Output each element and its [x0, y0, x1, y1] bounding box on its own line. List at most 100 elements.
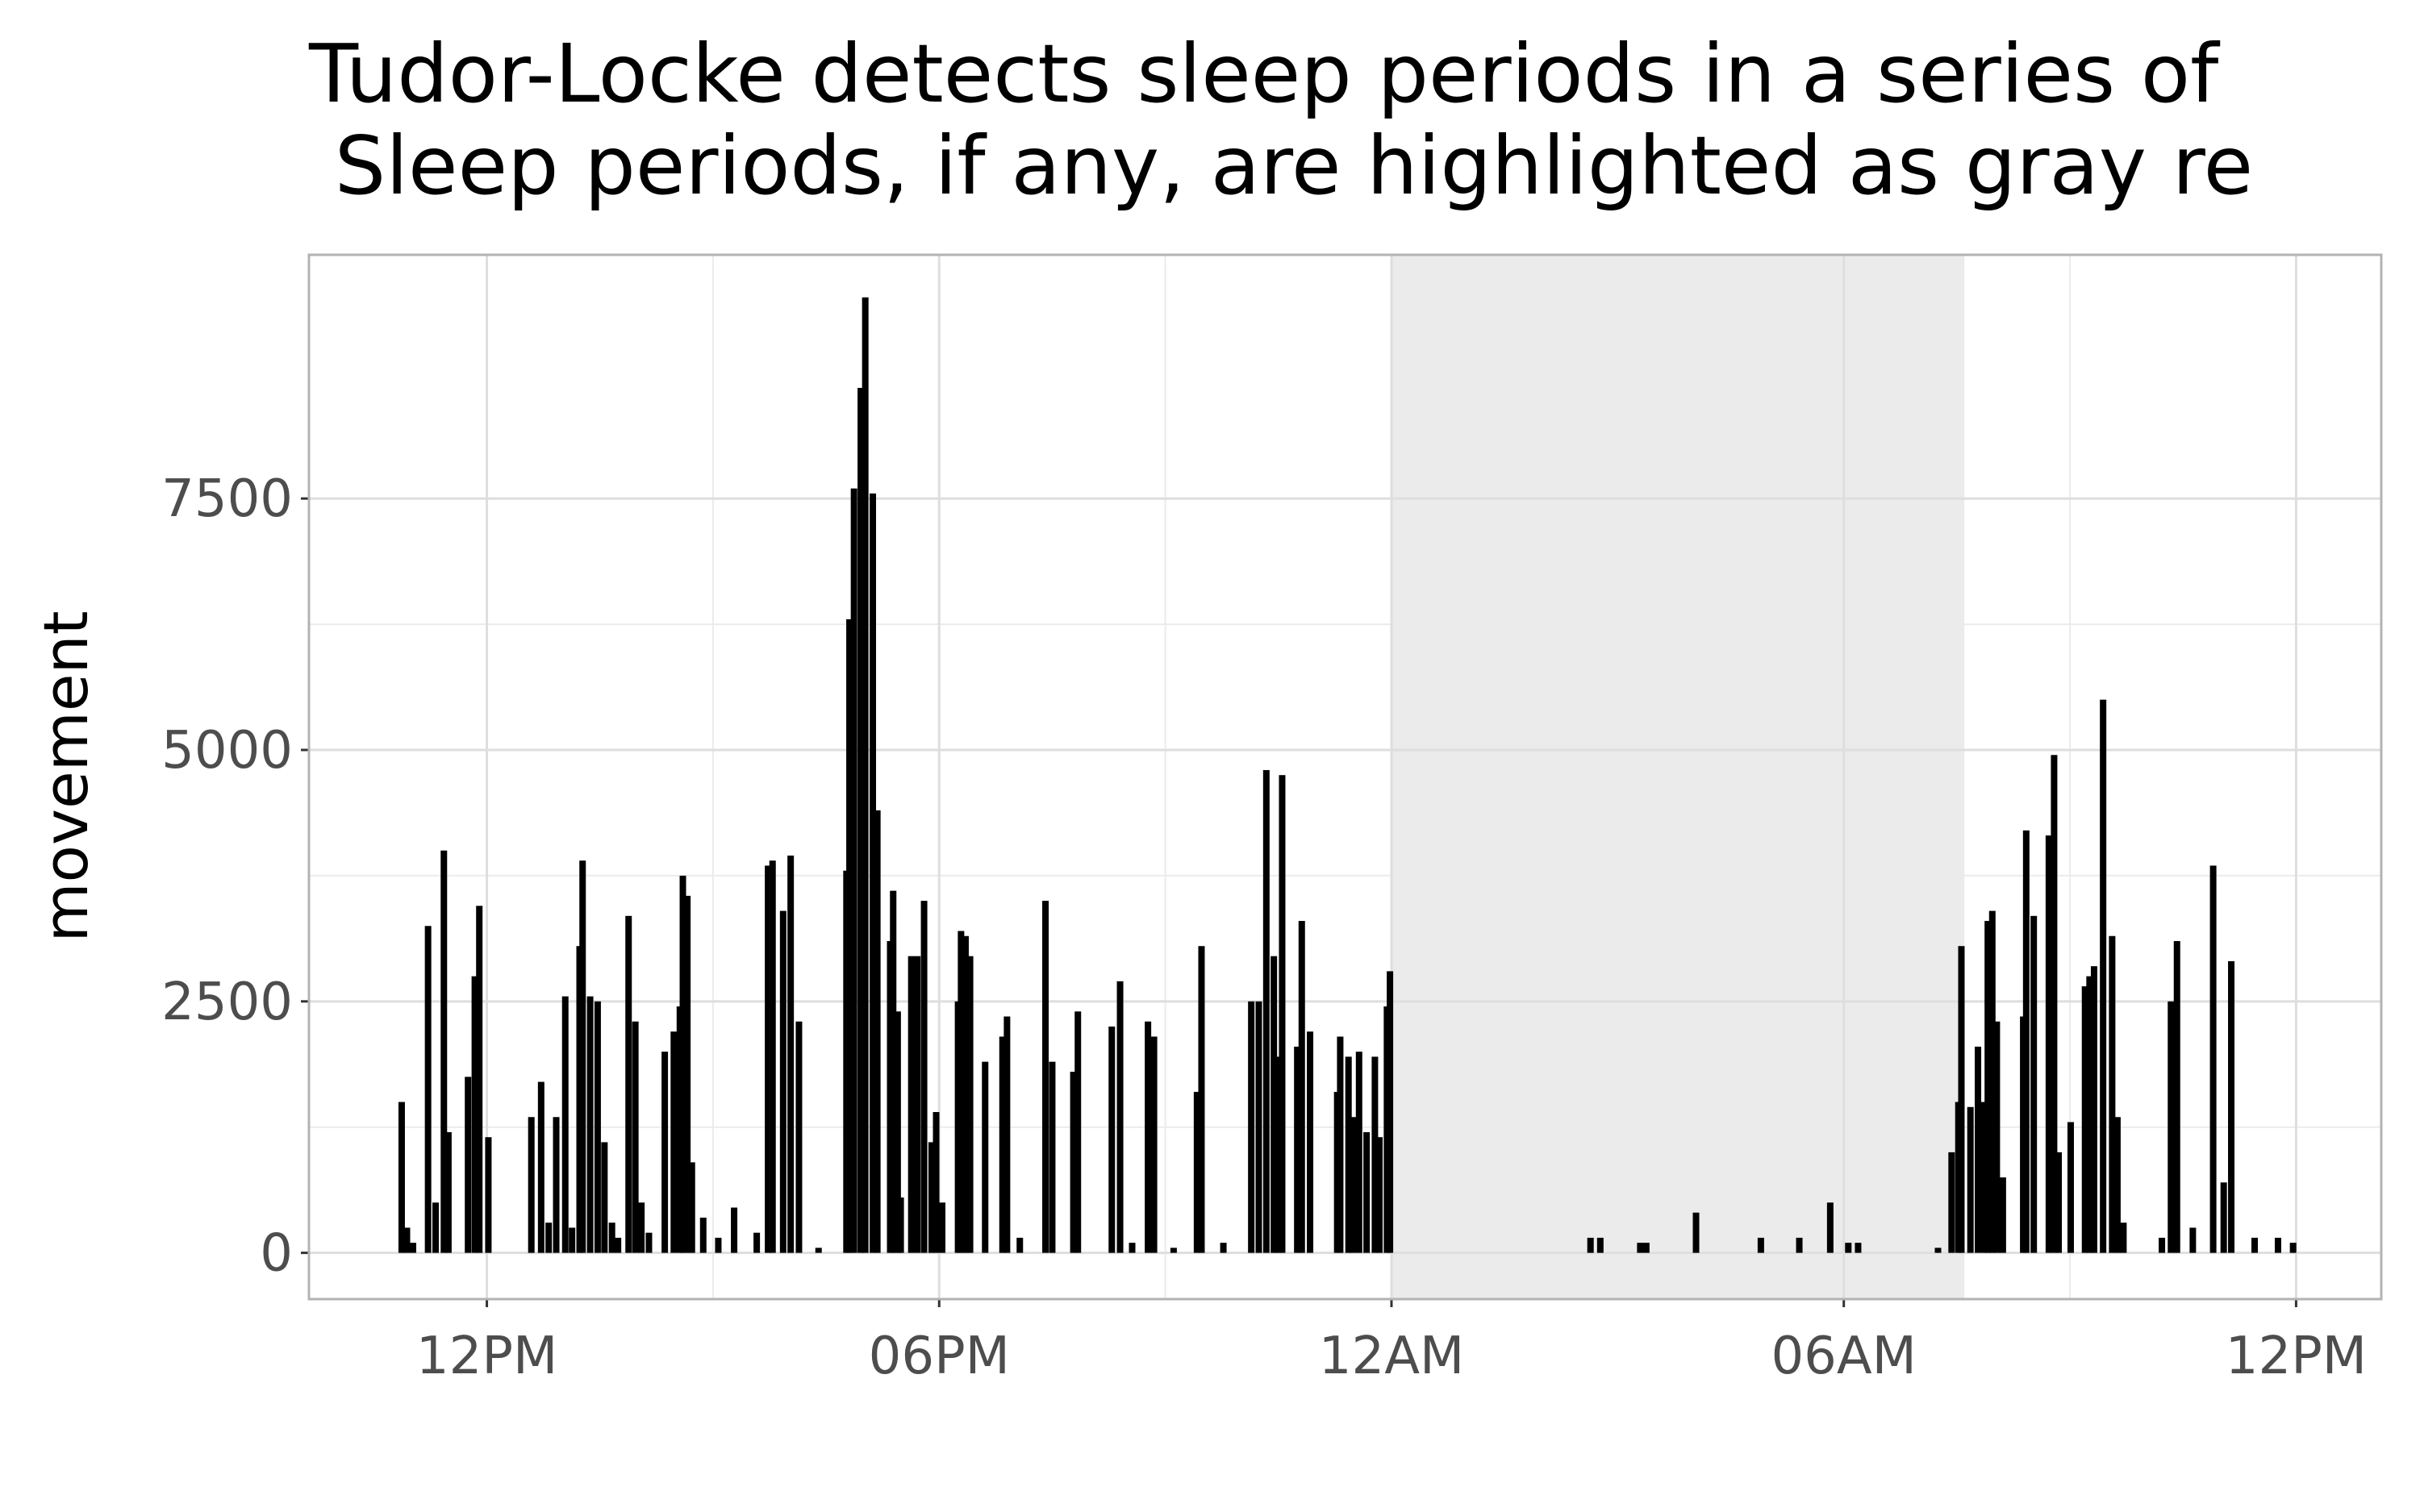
bar [485, 1137, 492, 1253]
bar [2274, 1237, 2281, 1253]
bar [779, 910, 786, 1253]
bar [769, 860, 776, 1253]
bar [1993, 1021, 2001, 1253]
bar [1371, 1056, 1379, 1253]
x-tick-label: 12AM [1319, 1327, 1464, 1386]
y-tick-label: 5000 [161, 721, 293, 781]
bar [1637, 1243, 1644, 1253]
bar [2081, 986, 2088, 1253]
bar [2120, 1223, 2127, 1253]
bar [632, 1021, 639, 1253]
bar [537, 1081, 544, 1253]
bar [908, 956, 915, 1253]
bar [465, 1077, 472, 1253]
bar [958, 931, 965, 1253]
bar [561, 996, 569, 1253]
bar [1129, 1243, 1136, 1253]
bar [1262, 769, 1270, 1253]
bar [432, 1202, 439, 1253]
bar [2051, 755, 2058, 1253]
bar [1274, 1056, 1281, 1253]
bar [753, 1232, 761, 1253]
bar [594, 1001, 601, 1253]
bar [1016, 1237, 1024, 1253]
bar [615, 1237, 622, 1253]
bar [2220, 1182, 2227, 1253]
bar [1796, 1237, 1803, 1253]
bar [1980, 1102, 1988, 1253]
bar [699, 1217, 707, 1253]
bar [1198, 946, 1205, 1253]
bar [2228, 960, 2235, 1253]
bar [2209, 865, 2217, 1253]
bar [1108, 1027, 1116, 1253]
bar [890, 890, 897, 1253]
bar [870, 493, 877, 1253]
bar [1298, 921, 1305, 1253]
bar [1255, 1001, 1262, 1253]
bar [966, 956, 974, 1253]
y-axis-title: movement [30, 610, 102, 942]
bar [2173, 940, 2180, 1253]
bar [398, 1102, 405, 1253]
bar [1757, 1237, 1764, 1253]
bar [795, 1021, 803, 1253]
bar [670, 1031, 678, 1253]
bar [2109, 935, 2116, 1253]
x-tick-label: 12PM [2226, 1327, 2367, 1386]
bar [2022, 830, 2030, 1253]
bar [765, 865, 772, 1253]
bar [1307, 1031, 1314, 1253]
chart-title: Sleep periods, if any, are highlighted a… [309, 119, 2253, 213]
bar [1049, 1061, 1056, 1253]
sleep-period [1391, 255, 1965, 1299]
bar [1999, 1177, 2006, 1253]
x-tick-label: 12PM [416, 1327, 557, 1386]
bar [424, 926, 432, 1253]
bar [440, 850, 448, 1253]
bar [1145, 1021, 1152, 1253]
bar [679, 875, 686, 1253]
bar [1355, 1052, 1362, 1253]
bar [857, 388, 865, 1253]
bar [1692, 1212, 1700, 1253]
bar [476, 906, 483, 1253]
bar [1350, 1117, 1357, 1253]
bar [688, 1162, 695, 1253]
bar [1826, 1202, 1834, 1253]
bar [553, 1117, 560, 1253]
bar [528, 1117, 535, 1253]
bar [1170, 1248, 1177, 1253]
bar [999, 1036, 1006, 1253]
bar [444, 1131, 452, 1253]
bar [2030, 915, 2038, 1253]
bar [1248, 1001, 1255, 1253]
bar [645, 1232, 653, 1253]
bar [661, 1052, 669, 1253]
panel-border [307, 253, 2383, 1301]
bar [938, 1202, 945, 1253]
bar [715, 1237, 722, 1253]
bar [1587, 1237, 1594, 1253]
y-tick-label: 0 [260, 1224, 293, 1284]
bar [846, 619, 853, 1253]
bar [403, 1227, 411, 1253]
bar [962, 935, 969, 1253]
bar [1070, 1072, 1077, 1253]
bar [933, 1112, 940, 1253]
bar [2045, 835, 2052, 1253]
bar [1376, 1137, 1383, 1253]
bar [1975, 1046, 1982, 1253]
bar [897, 1198, 904, 1253]
bar [1294, 1046, 1301, 1253]
bar [1596, 1237, 1604, 1253]
bar [1958, 946, 1965, 1253]
bar [1345, 1056, 1352, 1253]
bar [684, 895, 691, 1253]
bar [2251, 1237, 2259, 1253]
bar [2168, 1001, 2175, 1253]
bar [1934, 1248, 1942, 1253]
bar [894, 1011, 901, 1253]
bar [471, 976, 478, 1253]
bar [1220, 1243, 1227, 1253]
